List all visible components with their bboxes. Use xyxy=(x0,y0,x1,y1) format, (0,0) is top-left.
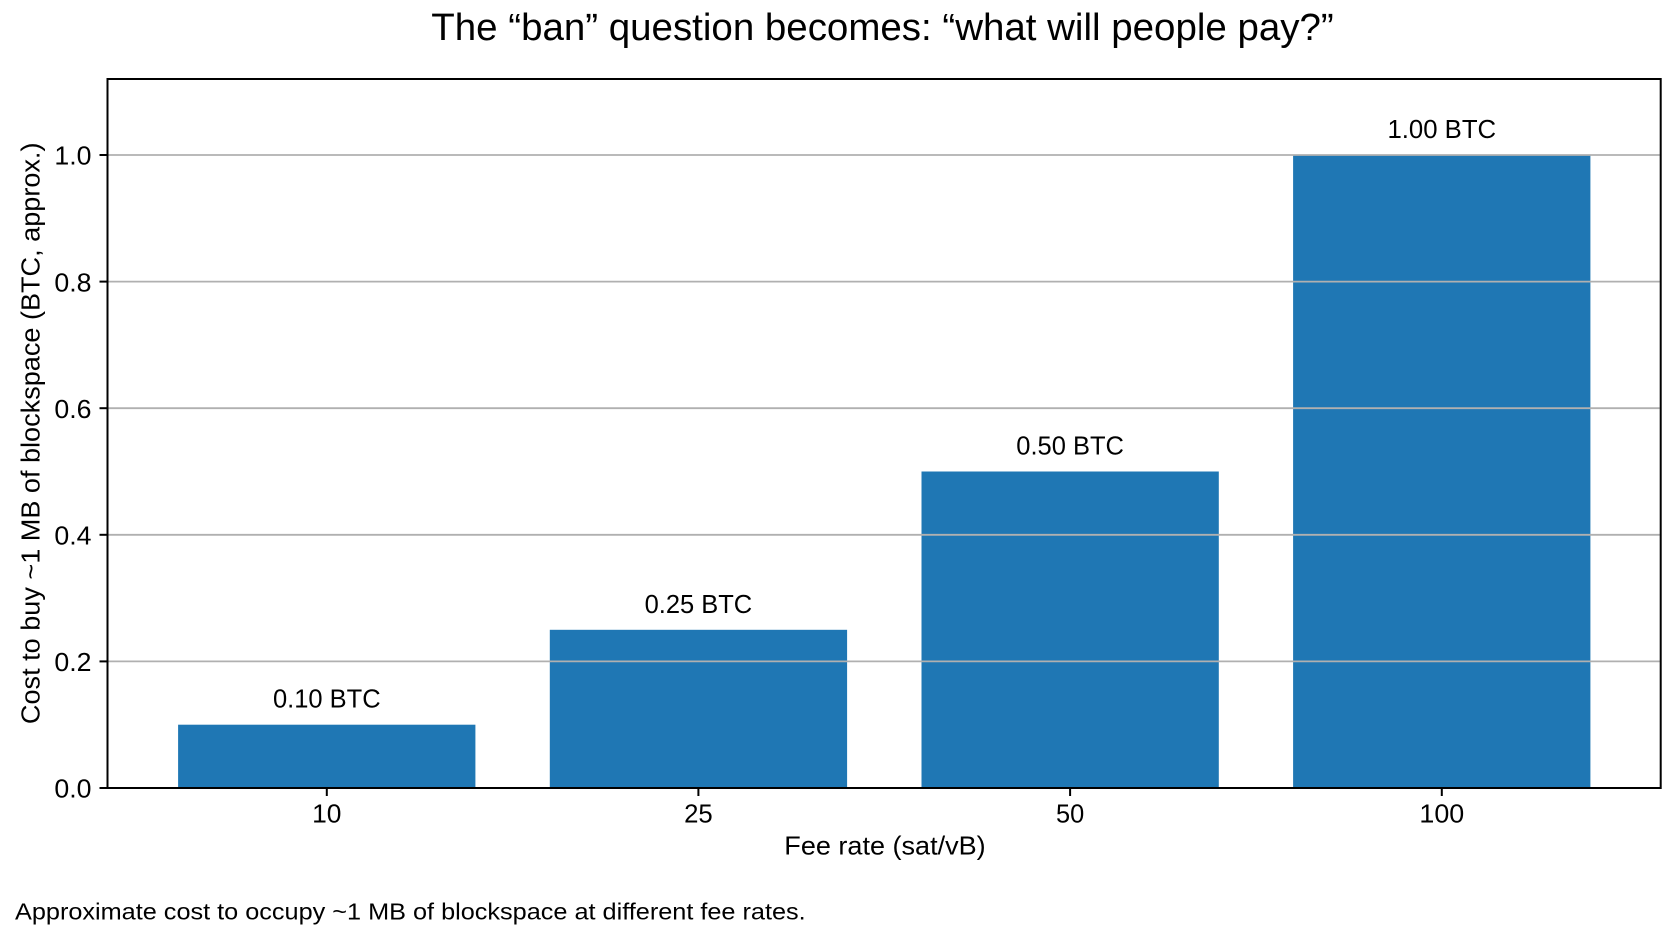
svg-text:100: 100 xyxy=(1419,799,1464,828)
svg-text:0.0: 0.0 xyxy=(54,774,91,803)
svg-text:50: 50 xyxy=(1056,800,1084,828)
svg-text:1.0: 1.0 xyxy=(54,141,91,170)
svg-text:1.00 BTC: 1.00 BTC xyxy=(1387,116,1496,144)
svg-text:0.4: 0.4 xyxy=(54,521,91,550)
svg-text:10: 10 xyxy=(312,799,341,829)
svg-text:0.6: 0.6 xyxy=(54,394,91,423)
svg-text:The “ban” question becomes: “w: The “ban” question becomes: “what will p… xyxy=(431,6,1333,49)
svg-text:0.25 BTC: 0.25 BTC xyxy=(645,591,753,619)
svg-text:Approximate cost to occupy ~1: Approximate cost to occupy ~1 MB of bloc… xyxy=(15,899,806,925)
svg-text:Fee rate (sat/vB): Fee rate (sat/vB) xyxy=(784,831,985,860)
svg-text:0.10 BTC: 0.10 BTC xyxy=(273,686,381,714)
svg-text:0.2: 0.2 xyxy=(54,648,91,677)
svg-text:Cost to buy ~1 MB of blockspac: Cost to buy ~1 MB of blockspace (BTC, ap… xyxy=(16,143,45,725)
svg-text:25: 25 xyxy=(684,801,713,829)
svg-text:0.50 BTC: 0.50 BTC xyxy=(1016,432,1124,460)
svg-text:0.8: 0.8 xyxy=(54,268,91,297)
